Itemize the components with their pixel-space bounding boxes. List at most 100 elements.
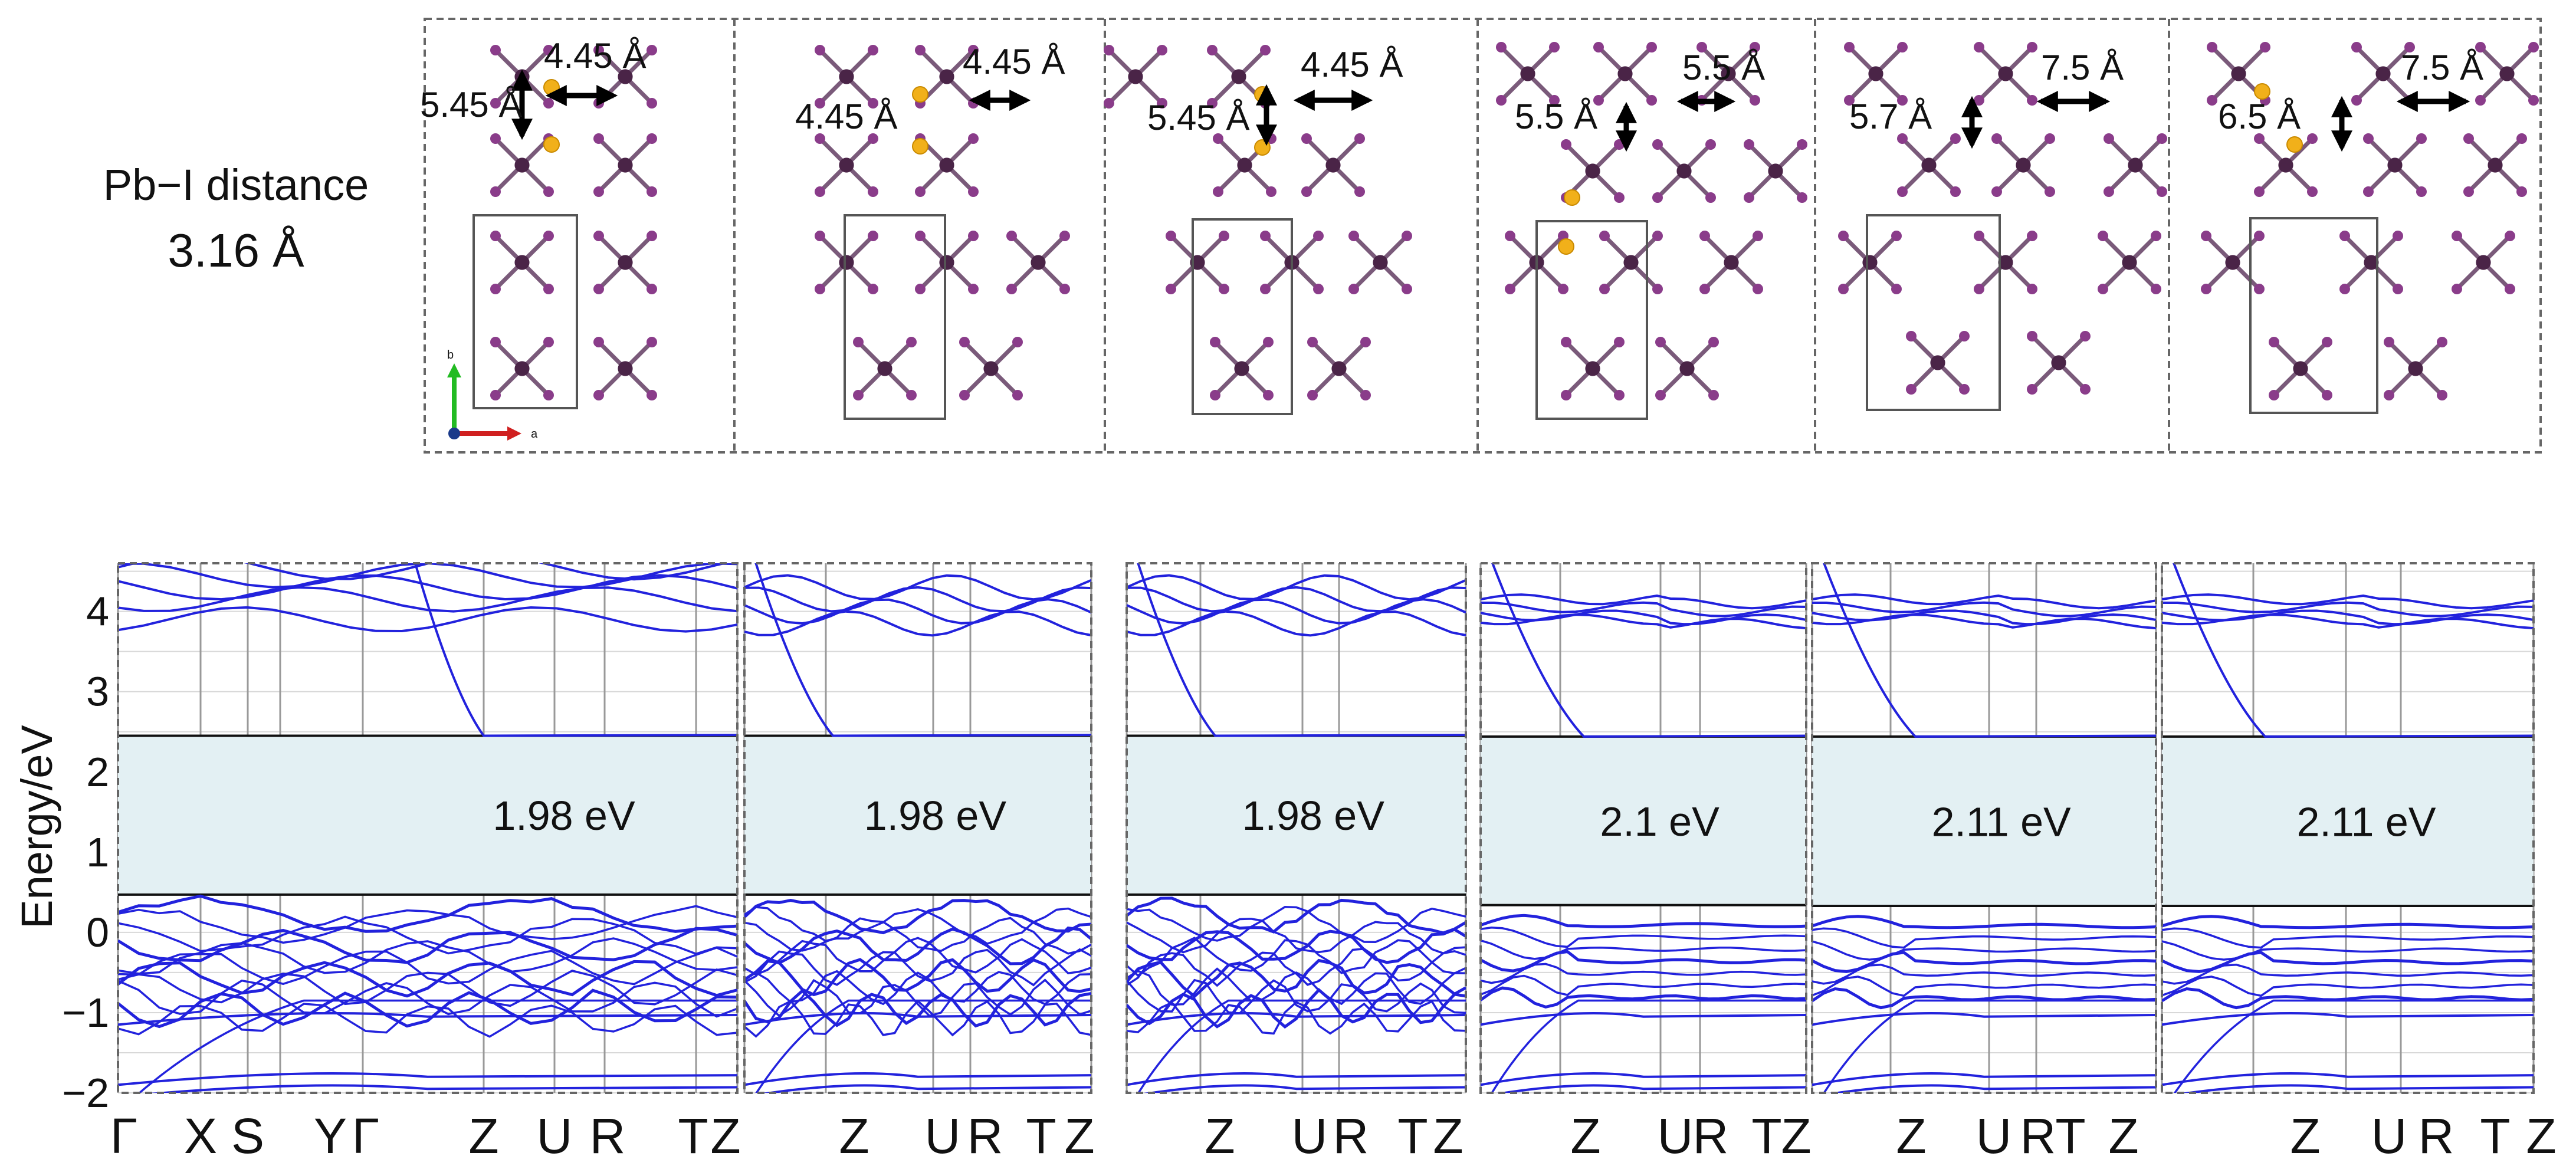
iodine-atom bbox=[1263, 337, 1274, 347]
iodine-atom bbox=[815, 186, 825, 197]
lead-atom bbox=[2128, 157, 2143, 173]
lead-atom bbox=[1676, 163, 1692, 179]
k-point-label: Z bbox=[2108, 1108, 2138, 1164]
iodine-atom bbox=[2452, 284, 2462, 294]
iodine-atom bbox=[2254, 186, 2265, 197]
horizontal-distance-label: 5.5 Å bbox=[1682, 48, 1765, 87]
valence-band-branch bbox=[137, 999, 737, 1093]
iodine-atom bbox=[2254, 133, 2265, 144]
band-lines bbox=[744, 563, 1091, 1093]
iodine-atom bbox=[2201, 231, 2211, 241]
lead-atom bbox=[2225, 255, 2240, 270]
iodine-atom bbox=[2307, 186, 2318, 197]
lead-atom bbox=[618, 361, 633, 376]
valence-band bbox=[118, 937, 737, 975]
c-axis-dot bbox=[448, 428, 460, 439]
iodine-atom bbox=[2260, 42, 2270, 52]
lead-atom bbox=[1585, 163, 1600, 179]
k-point-label: U bbox=[1658, 1108, 1694, 1164]
lead-atom bbox=[1998, 66, 2013, 81]
valence-band bbox=[1127, 988, 1466, 1029]
iodine-atom bbox=[1652, 284, 1663, 294]
iodine-atom bbox=[1897, 95, 1908, 106]
deep-valence-band bbox=[744, 1072, 1091, 1086]
iodine-atom bbox=[1402, 231, 1412, 241]
k-point-label: R bbox=[2020, 1108, 2056, 1164]
iodine-atom bbox=[1614, 337, 1625, 347]
iodine-atom bbox=[1593, 42, 1604, 52]
iodine-atom bbox=[1207, 98, 1218, 109]
intercalant-atom bbox=[912, 86, 928, 103]
conduction-band bbox=[1812, 601, 2156, 618]
structure-panel: 5.45 Å 4.45 Å bbox=[420, 36, 657, 409]
k-point-label: U bbox=[1292, 1108, 1328, 1164]
iodine-atom bbox=[490, 284, 501, 294]
valence-band bbox=[1481, 986, 1806, 1009]
iodine-atom bbox=[2363, 133, 2374, 144]
valence-band bbox=[744, 978, 1091, 1017]
iodine-atom bbox=[868, 133, 878, 144]
k-point-label: Z bbox=[839, 1108, 869, 1164]
iodine-atom bbox=[1705, 192, 1716, 203]
iodine-atom bbox=[2339, 284, 2350, 294]
iodine-atom bbox=[2045, 186, 2055, 197]
valence-band bbox=[1127, 967, 1466, 1006]
lead-atom bbox=[1237, 157, 1252, 173]
deep-valence-band bbox=[1497, 1084, 1806, 1093]
intercalant-atom bbox=[912, 138, 928, 155]
valence-band bbox=[1812, 976, 2156, 997]
iodine-atom bbox=[1708, 390, 1719, 400]
intercalant-atom bbox=[2254, 83, 2270, 100]
valence-band-branch bbox=[1823, 999, 2156, 1093]
iodine-atom bbox=[1753, 231, 1763, 241]
a-axis-arrowhead bbox=[507, 426, 521, 441]
iodine-atom bbox=[815, 284, 825, 294]
iodine-atom bbox=[490, 231, 501, 241]
iodine-atom bbox=[2351, 95, 2362, 106]
k-point-label: T bbox=[2480, 1108, 2510, 1164]
iodine-atom bbox=[1750, 95, 1760, 106]
iodine-atom bbox=[968, 231, 979, 241]
iodine-atom bbox=[1307, 390, 1318, 400]
valence-band-branch bbox=[755, 999, 1091, 1093]
band-lines bbox=[1481, 563, 1806, 1093]
iodine-atom bbox=[2363, 186, 2374, 197]
iodine-atom bbox=[1614, 192, 1625, 203]
iodine-atom bbox=[2027, 42, 2037, 52]
iodine-atom bbox=[647, 98, 657, 109]
valence-band bbox=[118, 927, 737, 964]
k-point-label: S bbox=[231, 1108, 264, 1164]
band-lines bbox=[1812, 563, 2156, 1093]
band-panel: 2.11 eVZ U R T Z bbox=[2161, 562, 2557, 1164]
iodine-atom bbox=[1614, 139, 1625, 150]
iodine-atom bbox=[647, 284, 657, 294]
lead-atom bbox=[939, 255, 954, 270]
iodine-atom bbox=[959, 390, 970, 400]
band-gap-region bbox=[2162, 736, 2534, 906]
valence-band bbox=[2162, 976, 2534, 997]
deep-valence-band bbox=[2162, 1011, 2534, 1026]
k-point-label: T bbox=[1026, 1108, 1056, 1164]
band-gap-label: 2.1 eV bbox=[1600, 799, 1719, 845]
iodine-atom bbox=[2269, 337, 2279, 347]
iodine-atom bbox=[1696, 42, 1707, 52]
iodine-atom bbox=[1974, 231, 1984, 241]
structure-panel: 5.45 Å 4.45 Å bbox=[1104, 45, 1412, 415]
pb-i-distance-label: Pb−I distance bbox=[103, 160, 369, 209]
iodine-atom bbox=[2416, 186, 2427, 197]
deep-valence-band bbox=[1127, 1011, 1466, 1026]
deep-valence-band bbox=[1127, 1072, 1466, 1086]
iodine-atom bbox=[2027, 231, 2037, 241]
k-point-label: Z bbox=[1896, 1108, 1926, 1164]
horizontal-distance-label: 4.45 Å bbox=[963, 42, 1065, 81]
valence-band bbox=[118, 960, 737, 998]
k-point-label: R bbox=[967, 1108, 1003, 1164]
band-panel: 2.11 eVZ U R T Z bbox=[1811, 562, 2157, 1164]
vertical-distance-label: 5.7 Å bbox=[1849, 97, 1932, 136]
iodine-atom bbox=[1891, 231, 1902, 241]
iodine-atom bbox=[868, 231, 878, 241]
y-tick-label: −1 bbox=[62, 990, 109, 1036]
iodine-atom bbox=[1549, 42, 1560, 52]
b-axis-label: b bbox=[447, 349, 454, 362]
iodine-atom bbox=[490, 337, 501, 347]
